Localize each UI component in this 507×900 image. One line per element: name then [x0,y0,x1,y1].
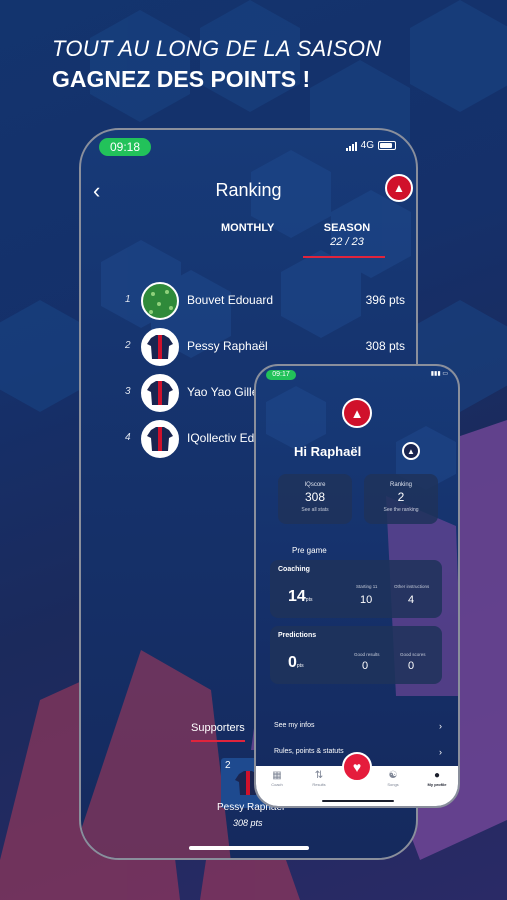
chevron-right-icon: › [439,721,442,731]
back-chevron-icon[interactable]: ‹ [93,178,101,203]
see-infos-link[interactable]: See my infos › [274,721,442,731]
status-time: 09:17 [266,370,296,380]
supporter-name: Pessy Raphaël [217,802,285,813]
club-badge-icon[interactable]: ▲ [385,174,413,202]
status-time: 09:18 [99,138,151,156]
avatar [141,282,179,320]
predictions-points: 0pts [288,654,304,671]
coaching-points: 14pts [288,588,313,605]
supporters-tab-indicator [191,740,245,742]
scores-value: 0 [408,660,415,672]
headline-line-1: TOUT AU LONG DE LA SAISON [52,36,382,61]
ranking-row-4[interactable]: 4 IQollectiv Ed [121,420,411,460]
bottom-tabbar: ▦ Coach ⇅ Results ♥ ☯ Songs ● My profile [256,752,458,806]
ranking-title: Ranking [389,482,412,488]
tab-coach[interactable]: ▦ Coach [262,770,292,787]
tab-supporters[interactable]: Supporters [191,722,245,734]
home-indicator [322,800,394,802]
iqscore-link[interactable]: See all stats [301,507,329,513]
iqscore-value: 308 [304,490,326,504]
see-infos-label: See my infos [274,722,315,729]
starting-label: Starting 11 [356,584,378,589]
rank-name: Bouvet Edouard [187,293,274,307]
network-label: 4G [360,140,374,151]
headline: TOUT AU LONG DE LA SAISON GAGNEZ DES POI… [52,36,381,93]
results-label: Good results [354,652,380,657]
ranking-row-3[interactable]: 3 Yao Yao Gille [121,374,411,414]
results-value: 0 [362,660,369,672]
rank-name: Yao Yao Gille [187,385,259,399]
rank-number: 4 [125,432,131,443]
field-icon: ▦ [272,770,282,781]
user-icon: ● [433,770,441,781]
battery-icon [378,141,396,150]
rules-label: Rules, points & statuts [274,748,344,755]
page-title: Ranking [215,180,282,200]
ranking-row-1[interactable]: 1 Bouvet Edouard 396 pts [121,282,411,322]
jersey-avatar-icon [141,420,179,458]
rank-name: Pessy Raphaël [187,339,268,353]
predictions-card[interactable]: Predictions 0pts Good results 0 Good sco… [270,626,442,684]
rules-link[interactable]: Rules, points & statuts › [274,747,442,757]
tab-monthly[interactable]: MONTHLY [221,222,275,234]
rank-number: 1 [125,294,131,305]
status-indicators: ▮▮▮ ▭ [430,371,448,377]
ranking-row-2[interactable]: 2 Pessy Raphaël 308 pts [121,328,411,368]
other-value: 4 [408,594,415,606]
rank-name: IQollectiv Ed [187,431,255,445]
home-indicator [189,846,309,850]
other-label: Other instructions [394,584,430,589]
rank-points: 308 pts [365,339,405,353]
profile-avatar-icon[interactable]: ▲ [402,442,420,460]
transfer-icon: ⇅ [314,770,324,781]
rank-points: 396 pts [365,293,405,307]
rank-number: 3 [125,386,131,397]
ranking-link[interactable]: See the ranking [383,507,419,513]
signal-icon [345,141,357,151]
coaching-title: Coaching [278,566,310,573]
iqscore-title: IQscore [304,482,326,488]
section-title: Pre game [292,546,327,555]
ranking-card[interactable]: Ranking 2 See the ranking [364,474,438,524]
tab-songs[interactable]: ☯ Songs [378,770,408,787]
rank-number: 2 [125,340,131,351]
starting-value: 10 [360,594,373,606]
greeting: Hi Raphaël [294,444,362,459]
tab-my-profile[interactable]: ● My profile [422,770,452,787]
supporter-points: 308 pts [233,818,263,828]
predictions-title: Predictions [278,632,317,639]
tab-season-label: SEASON [323,222,371,234]
heart-pulse-button[interactable]: ♥ [342,752,372,782]
status-bar: 09:18 4G [81,138,416,158]
tab-season-sub: 22 / 23 [330,236,364,248]
profile-phone: 09:17 ▮▮▮ ▭ ▲ Hi Raphaël ▲ IQscore 308 S… [254,364,460,808]
supporter-rank: 2 [225,760,231,771]
active-tab-indicator [303,256,385,258]
scores-label: Good scores [400,652,426,657]
coaching-card[interactable]: Coaching 14pts Starting 11 10 Other inst… [270,560,442,618]
crowd-icon: ☯ [388,770,398,781]
status-indicators: 4G [345,140,396,151]
iqscore-card[interactable]: IQscore 308 See all stats [278,474,352,524]
jersey-avatar-icon [141,328,179,366]
jersey-avatar-icon [141,374,179,412]
chevron-right-icon: › [439,747,442,757]
tab-results[interactable]: ⇅ Results [304,770,334,787]
tab-season[interactable]: SEASON 22 / 23 [321,222,373,248]
ranking-value: 2 [397,490,405,504]
club-logo-icon: ▲ [342,398,372,428]
headline-line-2: GAGNEZ DES POINTS ! [52,66,311,92]
